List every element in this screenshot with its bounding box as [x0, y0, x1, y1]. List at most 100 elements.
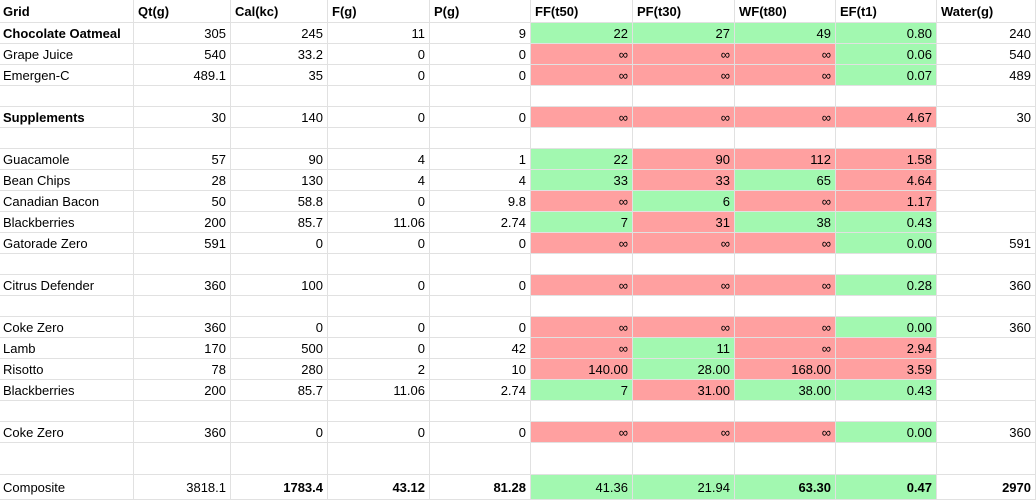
cell[interactable]: 28.00 [633, 359, 735, 380]
column-header[interactable]: Cal(kc) [231, 0, 328, 23]
cell[interactable]: 0 [328, 191, 430, 212]
cell[interactable]: ∞ [531, 338, 633, 359]
cell[interactable]: ∞ [735, 107, 836, 128]
cell[interactable]: 85.7 [231, 380, 328, 401]
cell[interactable]: 0 [430, 107, 531, 128]
cell[interactable]: 0.47 [836, 475, 937, 500]
cell[interactable] [430, 128, 531, 149]
cell[interactable]: ∞ [735, 44, 836, 65]
cell[interactable]: 57 [134, 149, 231, 170]
cell[interactable] [836, 296, 937, 317]
cell[interactable]: 112 [735, 149, 836, 170]
cell[interactable]: Blackberries [0, 212, 134, 233]
cell[interactable] [531, 86, 633, 107]
cell[interactable]: 360 [134, 317, 231, 338]
cell[interactable]: 0 [430, 65, 531, 86]
cell[interactable] [735, 254, 836, 275]
cell[interactable]: 591 [937, 233, 1036, 254]
cell[interactable]: 11.06 [328, 380, 430, 401]
cell[interactable]: 3818.1 [134, 475, 231, 500]
cell[interactable]: 33.2 [231, 44, 328, 65]
column-header[interactable]: Grid [0, 0, 134, 23]
cell[interactable]: 90 [231, 149, 328, 170]
cell[interactable]: 168.00 [735, 359, 836, 380]
cell[interactable]: 50 [134, 191, 231, 212]
cell[interactable]: 0 [328, 422, 430, 443]
cell[interactable]: 43.12 [328, 475, 430, 500]
cell[interactable] [134, 254, 231, 275]
cell[interactable] [0, 296, 134, 317]
cell[interactable]: Chocolate Oatmeal [0, 23, 134, 44]
cell[interactable]: 33 [633, 170, 735, 191]
cell[interactable] [231, 401, 328, 422]
cell[interactable] [836, 254, 937, 275]
cell[interactable] [0, 401, 134, 422]
cell[interactable]: ∞ [735, 65, 836, 86]
cell[interactable] [937, 128, 1036, 149]
cell[interactable] [633, 401, 735, 422]
cell[interactable]: 11.06 [328, 212, 430, 233]
cell[interactable]: 2970 [937, 475, 1036, 500]
cell[interactable] [531, 443, 633, 475]
cell[interactable] [328, 254, 430, 275]
cell[interactable]: 1.58 [836, 149, 937, 170]
cell[interactable]: Bean Chips [0, 170, 134, 191]
cell[interactable]: 41.36 [531, 475, 633, 500]
cell[interactable] [134, 86, 231, 107]
cell[interactable]: 0 [430, 275, 531, 296]
cell[interactable] [633, 296, 735, 317]
column-header[interactable]: PF(t30) [633, 0, 735, 23]
cell[interactable]: 0 [328, 338, 430, 359]
cell[interactable]: 2.74 [430, 212, 531, 233]
cell[interactable]: ∞ [735, 233, 836, 254]
cell[interactable] [430, 254, 531, 275]
cell[interactable] [430, 443, 531, 475]
cell[interactable]: 2 [328, 359, 430, 380]
cell[interactable]: 58.8 [231, 191, 328, 212]
cell[interactable]: 130 [231, 170, 328, 191]
cell[interactable]: 0.43 [836, 380, 937, 401]
cell[interactable]: 1 [430, 149, 531, 170]
cell[interactable]: 4 [328, 170, 430, 191]
cell[interactable] [430, 86, 531, 107]
cell[interactable] [836, 128, 937, 149]
cell[interactable]: 2.94 [836, 338, 937, 359]
cell[interactable]: 489 [937, 65, 1036, 86]
cell[interactable]: 10 [430, 359, 531, 380]
cell[interactable]: 63.30 [735, 475, 836, 500]
cell[interactable]: 0.00 [836, 422, 937, 443]
cell[interactable]: 0 [231, 317, 328, 338]
cell[interactable] [937, 170, 1036, 191]
cell[interactable]: 35 [231, 65, 328, 86]
cell[interactable] [531, 401, 633, 422]
cell[interactable]: ∞ [531, 65, 633, 86]
column-header[interactable]: EF(t1) [836, 0, 937, 23]
cell[interactable]: 0 [328, 107, 430, 128]
cell[interactable]: Citrus Defender [0, 275, 134, 296]
cell[interactable] [937, 296, 1036, 317]
cell[interactable] [633, 128, 735, 149]
cell[interactable]: 0 [430, 422, 531, 443]
cell[interactable]: ∞ [531, 233, 633, 254]
cell[interactable]: 360 [937, 317, 1036, 338]
cell[interactable] [328, 86, 430, 107]
cell[interactable] [231, 128, 328, 149]
cell[interactable]: 591 [134, 233, 231, 254]
cell[interactable]: 33 [531, 170, 633, 191]
cell[interactable] [937, 254, 1036, 275]
cell[interactable]: 140.00 [531, 359, 633, 380]
cell[interactable]: ∞ [531, 275, 633, 296]
column-header[interactable]: Water(g) [937, 0, 1036, 23]
cell[interactable] [633, 86, 735, 107]
cell[interactable]: ∞ [735, 317, 836, 338]
cell[interactable] [735, 401, 836, 422]
cell[interactable]: 0 [231, 233, 328, 254]
column-header[interactable]: P(g) [430, 0, 531, 23]
cell[interactable] [937, 86, 1036, 107]
cell[interactable]: ∞ [531, 317, 633, 338]
cell[interactable]: 170 [134, 338, 231, 359]
cell[interactable]: 78 [134, 359, 231, 380]
cell[interactable]: 1.17 [836, 191, 937, 212]
cell[interactable] [836, 443, 937, 475]
cell[interactable]: ∞ [531, 422, 633, 443]
